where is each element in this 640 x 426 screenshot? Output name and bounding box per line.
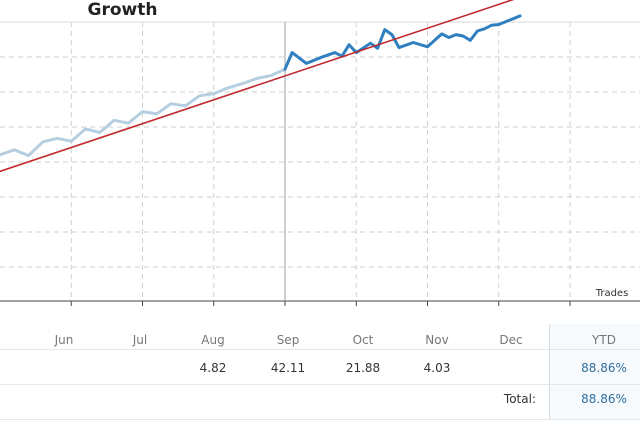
growth-chart: 60708090100110120130140 Trades [0,0,640,306]
header-divider [0,349,640,350]
month-label [0,330,30,350]
row-divider [0,384,640,385]
month-value-oct: 21.88 [345,361,381,375]
ytd-column [549,324,640,419]
x-axis-ticks: 60708090100110120130140 [70,301,571,306]
history-growth-line [0,67,287,158]
month-label: Sep [276,333,300,347]
month-label: Jul [132,333,148,347]
ytd-header: YTD [592,333,616,347]
x-axis-label: Trades [595,288,629,299]
trend-line [0,0,515,173]
month-label: Oct [352,333,374,347]
performance-table: Jun Jul Aug Sep Oct Nov Dec YTD 4.82 42.… [0,324,640,426]
total-value: 88.86% [581,392,627,406]
total-label: Total: [503,392,536,406]
month-label: Dec [499,333,523,347]
chart-title: Growth [87,0,158,20]
month-label: Jun [54,333,74,347]
series-group [0,0,522,173]
month-value-sep: 42.11 [270,361,306,375]
ytd-value: 88.86% [581,361,627,375]
month-label: Aug [201,333,225,347]
recent-growth-line [283,14,522,71]
month-value-aug: 4.82 [199,361,227,375]
bottom-divider [0,419,640,420]
month-label: Nov [425,333,449,347]
month-value-nov: 4.03 [423,361,451,375]
